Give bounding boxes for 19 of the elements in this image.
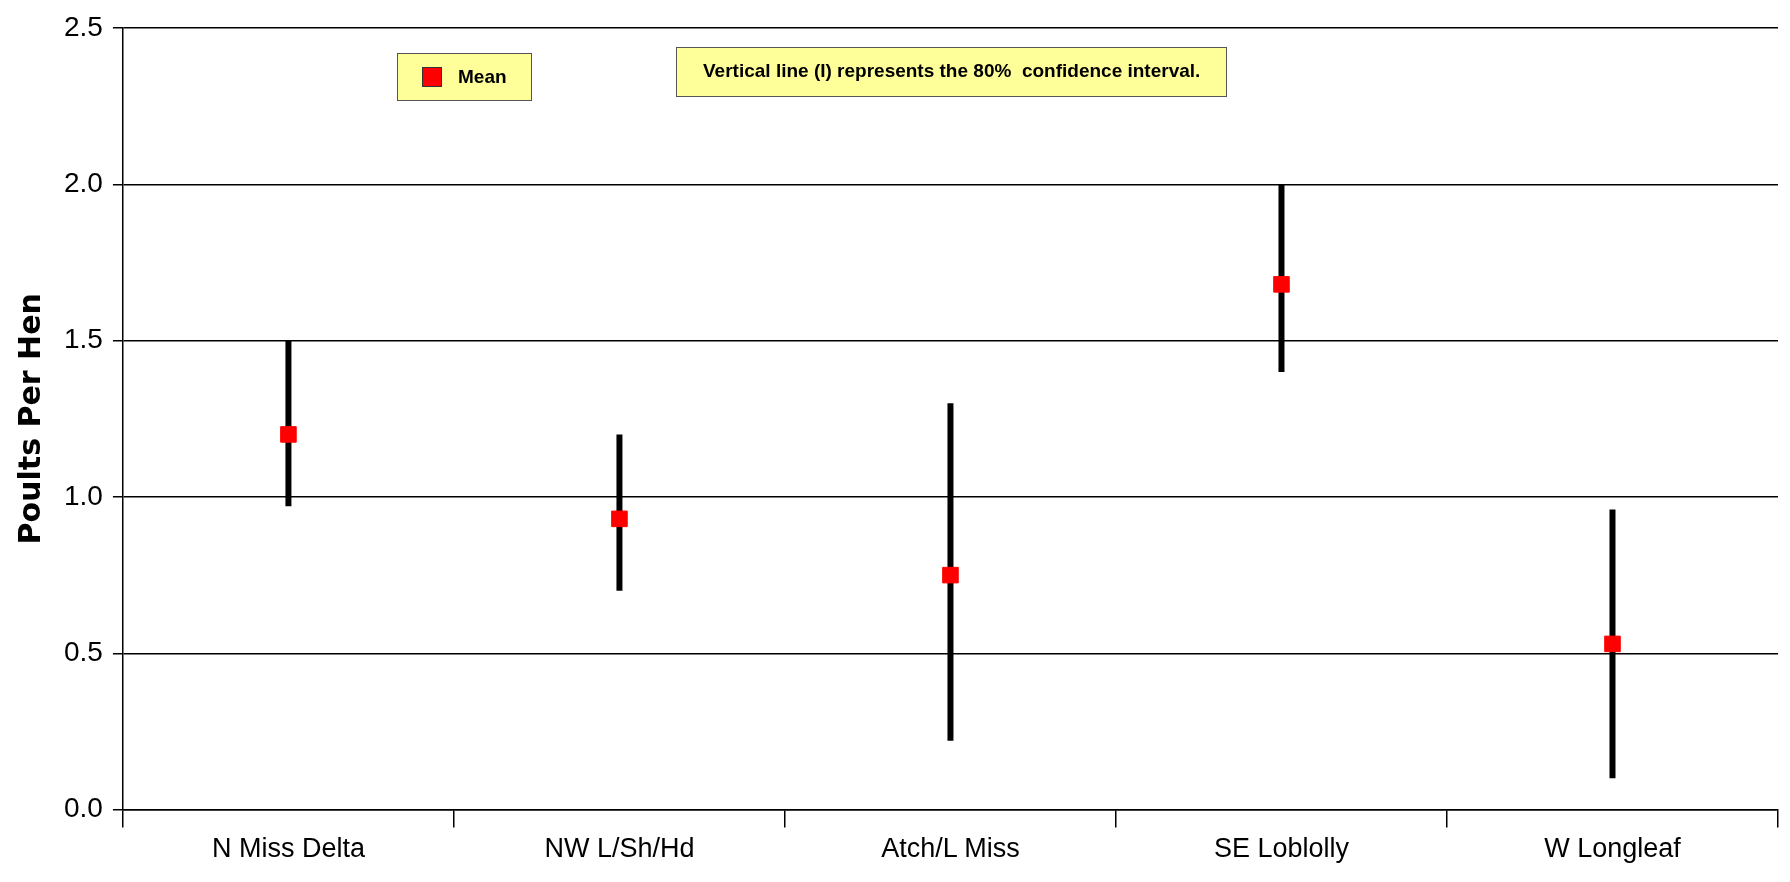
x-tick-label: NW L/Sh/Hd <box>544 833 695 864</box>
x-tick-label: W Longleaf <box>1544 833 1682 864</box>
point <box>1604 635 1621 653</box>
y-tick-label: 0.0 <box>63 792 103 824</box>
y-tick-label: 0.5 <box>63 636 103 667</box>
x-tick-label: Atch/L Miss <box>881 833 1020 864</box>
y-axis-title: Poults Per Hen <box>11 293 47 545</box>
y-tick-label: 1.5 <box>63 323 103 355</box>
x-tick-label: N Miss Delta <box>211 833 366 864</box>
point <box>1273 276 1290 293</box>
point <box>611 510 628 528</box>
y-tick-label: 1.0 <box>63 479 103 511</box>
point <box>280 426 297 443</box>
legend-label: Mean <box>458 66 507 88</box>
x-tick-label: SE Loblolly <box>1213 833 1350 864</box>
y-tick-label: 2.0 <box>63 167 103 199</box>
annotation: Vertical line (I) represents the 80% confidence interval. <box>676 47 1228 97</box>
point <box>942 566 959 584</box>
y-tick-label: 2.5 <box>63 10 103 42</box>
